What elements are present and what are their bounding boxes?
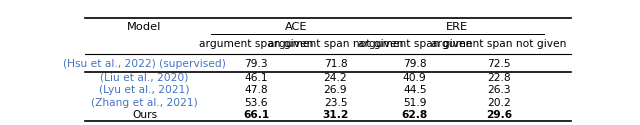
Text: 44.5: 44.5 (403, 85, 426, 95)
Text: (Liu et al., 2020): (Liu et al., 2020) (100, 72, 189, 83)
Text: (Zhang et al., 2021): (Zhang et al., 2021) (91, 98, 198, 108)
Text: Ours: Ours (132, 110, 157, 120)
Text: argument span not given: argument span not given (431, 39, 567, 49)
Text: ACE: ACE (285, 22, 307, 32)
Text: 40.9: 40.9 (403, 72, 427, 83)
Text: 66.1: 66.1 (243, 110, 269, 120)
Text: argument span given: argument span given (199, 39, 313, 49)
Text: 79.3: 79.3 (244, 59, 268, 69)
Text: 71.8: 71.8 (324, 59, 348, 69)
Text: (Lyu et al., 2021): (Lyu et al., 2021) (99, 85, 189, 95)
Text: 53.6: 53.6 (244, 98, 268, 108)
Text: 23.5: 23.5 (324, 98, 347, 108)
Text: 26.3: 26.3 (487, 85, 511, 95)
Text: 47.8: 47.8 (244, 85, 268, 95)
Text: argument span given: argument span given (358, 39, 472, 49)
Text: ERE: ERE (446, 22, 468, 32)
Text: argument span not given: argument span not given (268, 39, 403, 49)
Text: 26.9: 26.9 (324, 85, 348, 95)
Text: 46.1: 46.1 (244, 72, 268, 83)
Text: 62.8: 62.8 (402, 110, 428, 120)
Text: (Hsu et al., 2022) (supervised): (Hsu et al., 2022) (supervised) (63, 59, 226, 69)
Text: Model: Model (127, 22, 162, 32)
Text: 24.2: 24.2 (324, 72, 348, 83)
Text: 20.2: 20.2 (487, 98, 511, 108)
Text: 31.2: 31.2 (323, 110, 349, 120)
Text: 22.8: 22.8 (487, 72, 511, 83)
Text: 79.8: 79.8 (403, 59, 427, 69)
Text: 51.9: 51.9 (403, 98, 426, 108)
Text: 72.5: 72.5 (488, 59, 511, 69)
Text: 29.6: 29.6 (486, 110, 512, 120)
